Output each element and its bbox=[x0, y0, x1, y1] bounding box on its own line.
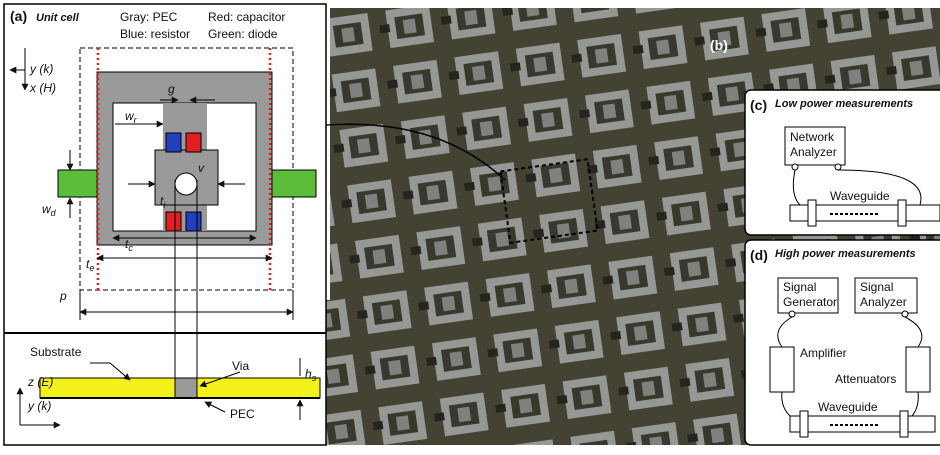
label: Waveguide bbox=[818, 400, 878, 414]
panel-label: (d) bbox=[750, 247, 768, 263]
label: Attenuators bbox=[835, 372, 896, 386]
label: Via bbox=[232, 359, 249, 373]
dimension-label: g bbox=[168, 82, 175, 96]
axis-label: y (k) bbox=[27, 399, 51, 413]
axis-label: y (k) bbox=[29, 62, 53, 76]
instrument: Network bbox=[790, 130, 835, 144]
panel-title: High power measurements bbox=[775, 248, 916, 260]
legend-text: Red: capacitor bbox=[208, 10, 285, 24]
dimension-label: v bbox=[198, 161, 205, 175]
figure: (b) (a) Unit cell Gray: PEC Red: capacit… bbox=[0, 0, 940, 450]
page: (b) (a) Unit cell Gray: PEC Red: capacit… bbox=[0, 0, 940, 455]
legend-text: Gray: PEC bbox=[120, 10, 178, 24]
instrument: Signal bbox=[860, 280, 893, 294]
label: PEC bbox=[230, 407, 255, 421]
instrument: Analyzer bbox=[790, 145, 837, 159]
legend-text: Green: diode bbox=[208, 27, 278, 41]
axis-label: z (E) bbox=[27, 375, 53, 389]
instrument: Signal bbox=[783, 280, 816, 294]
label: Waveguide bbox=[830, 189, 890, 203]
label: Substrate bbox=[30, 345, 82, 359]
panel-label: (a) bbox=[10, 8, 27, 24]
panel-a: (a) Unit cell Gray: PEC Red: capacitor B… bbox=[4, 4, 326, 445]
dimension-label: p bbox=[59, 289, 67, 303]
panel-c: (c) Low power measurements Network Analy… bbox=[745, 90, 940, 235]
panel-label: (b) bbox=[710, 37, 728, 53]
axis-label: x (H) bbox=[29, 81, 56, 95]
instrument: Generator bbox=[783, 295, 837, 309]
panel-d: (d) High power measurements Signal Gener… bbox=[745, 240, 940, 445]
label: Amplifier bbox=[800, 346, 847, 360]
instrument: Analyzer bbox=[860, 295, 907, 309]
legend-text: Blue: resistor bbox=[120, 27, 190, 41]
panel-label: (c) bbox=[750, 97, 767, 113]
panel-title: Unit cell bbox=[36, 12, 80, 24]
panel-title: Low power measurements bbox=[775, 98, 913, 110]
